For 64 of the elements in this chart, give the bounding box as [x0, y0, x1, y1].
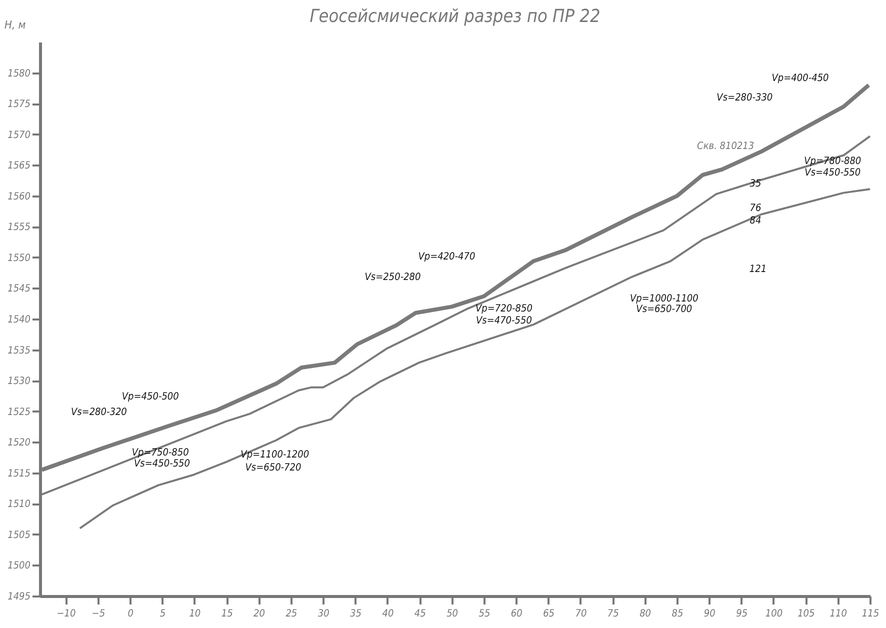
y-tick-label: 1525: [8, 406, 31, 418]
annotation: Vs=280-330: [716, 92, 773, 104]
annotation: Vp=420-470: [418, 251, 476, 262]
x-tick-label: −5: [92, 608, 106, 620]
x-tick-label: 115: [862, 608, 880, 620]
x-tick-label: 15: [221, 608, 234, 620]
x-tick-label: 55: [478, 608, 490, 620]
annotation: 84: [750, 215, 762, 226]
x-tick-label: 110: [830, 608, 848, 620]
y-tick-label: 1515: [8, 468, 31, 480]
annotation: Vs=650-700: [636, 304, 692, 316]
annotation: Vp=720-850: [475, 303, 533, 314]
x-tick-label: 10: [189, 608, 201, 620]
x-tick-label: 50: [446, 608, 458, 620]
y-tick-label: 1560: [8, 191, 31, 202]
y-axis-title: Н, м: [4, 18, 26, 32]
annotation: Vp=450-500: [122, 392, 180, 403]
y-tick-label: 1555: [8, 222, 31, 234]
annotation: Vs=250-280: [364, 272, 422, 283]
y-tick-label: 1540: [8, 314, 31, 326]
x-tick-label: 85: [672, 608, 684, 620]
x-tick-label: 20: [254, 608, 266, 620]
x-tick-label: 70: [575, 608, 587, 620]
x-tick-label: 35: [350, 608, 362, 620]
x-tick-label: 30: [318, 608, 330, 620]
x-tick-label: 90: [704, 608, 716, 620]
x-tick-label: −10: [56, 608, 76, 620]
y-tick-label: 1570: [8, 130, 31, 141]
x-tick-label: 100: [765, 608, 783, 620]
x-tick-label: 65: [543, 608, 555, 620]
annotation: Vs=450-550: [134, 458, 190, 470]
annotation: 121: [749, 264, 767, 276]
x-tick-label: 105: [798, 608, 816, 620]
y-tick-label: 1580: [8, 68, 31, 80]
annotation: Vp=1100-1200: [240, 450, 310, 461]
annotation: Скв. 810213: [697, 141, 754, 152]
x-tick-label: 25: [286, 608, 298, 620]
x-tick-label: 5: [160, 608, 166, 620]
annotation: Vs=280-320: [70, 407, 128, 418]
annotation: Vs=450-550: [804, 168, 861, 179]
x-tick-label: 40: [382, 608, 394, 620]
y-tick-label: 1565: [8, 160, 31, 172]
y-tick-label: 1510: [8, 499, 31, 510]
annotation: 76: [750, 203, 762, 214]
x-tick-label: 75: [607, 608, 620, 620]
y-tick-label: 1550: [8, 252, 31, 264]
x-tick-label: 95: [736, 608, 748, 620]
y-tick-label: 1500: [8, 560, 31, 572]
y-tick-label: 1530: [8, 376, 31, 388]
y-tick-label: 1495: [8, 592, 31, 602]
annotation: Vp=400-450: [772, 73, 830, 84]
x-tick-label: 80: [640, 608, 652, 620]
y-tick-label: 1575: [8, 99, 31, 110]
x-tick-label: 45: [414, 608, 426, 620]
annotation: Vs=470-550: [476, 316, 532, 327]
y-tick-label: 1545: [8, 284, 31, 295]
annotation: Vp=1000-1100: [630, 294, 699, 304]
y-tick-label: 1520: [8, 438, 31, 449]
y-tick-label: 1505: [8, 530, 31, 541]
annotation: Vs=650-720: [245, 462, 302, 474]
chart-title: Геосейсмический разрез по ПР 22: [310, 6, 600, 27]
x-tick-label: 0: [128, 608, 134, 620]
y-tick-label: 1535: [8, 345, 31, 356]
x-tick-label: 60: [510, 608, 523, 620]
